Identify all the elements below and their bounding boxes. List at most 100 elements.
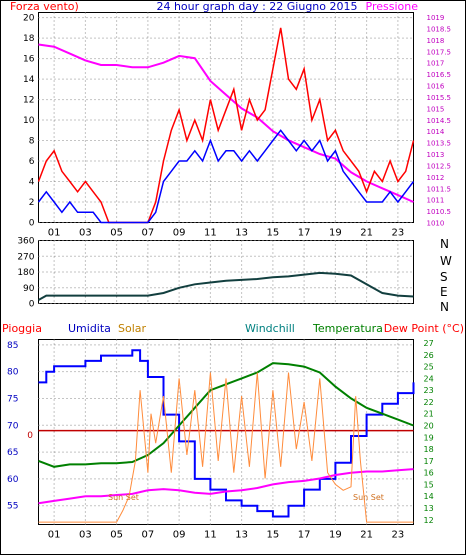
chart3-xtick-label: 09	[173, 530, 186, 541]
chart1-xtick-label: 23	[392, 228, 405, 239]
chart1-ytick-right: 1016.5	[427, 71, 452, 79]
chart3-xtick-label: 17	[298, 530, 311, 541]
chart1-xtick-label: 01	[48, 228, 61, 239]
legend-umidita: Umidita	[68, 322, 111, 335]
chart2-ytick: 270	[17, 252, 34, 262]
chart1-ytick-right: 1014	[427, 128, 445, 136]
chart3-ytick-right: 12	[424, 516, 434, 525]
chart1-ytick-right: 1015	[427, 105, 445, 113]
chart3-ytick-left: 75	[7, 394, 18, 404]
chart3-xtick-label: 19	[329, 530, 342, 541]
chart3-plot-frame	[38, 339, 414, 525]
chart3-xtick-label: 05	[110, 530, 123, 541]
chart3-ytick-right: 18	[424, 445, 434, 454]
chart3-xtick-label: 13	[235, 530, 248, 541]
compass-w: W	[440, 254, 452, 268]
chart3-ytick-left: 55	[7, 502, 18, 512]
chart1-ytick-right: 1011	[427, 197, 445, 205]
chart3-ytick-left: 85	[7, 341, 18, 351]
chart1-ytick-right: 1012	[427, 174, 445, 182]
chart1-xtick-label: 15	[267, 228, 280, 239]
chart1-ytick-left: 0	[29, 219, 35, 229]
chart2-ytick: 0	[29, 300, 35, 310]
compass-e: E	[440, 285, 448, 299]
chart1-ytick-right: 1011.5	[427, 185, 452, 193]
chart2-direction-line	[38, 271, 414, 301]
chart1-ytick-right: 1019	[427, 14, 445, 22]
chart3-ytick-right: 13	[424, 504, 434, 513]
compass-n-bottom: N	[440, 300, 449, 314]
chart1-ytick-right: 1015.5	[427, 94, 452, 102]
chart3-xtick-label: 03	[79, 530, 92, 541]
chart3-ytick-right: 19	[424, 433, 434, 442]
chart1-xtick-label: 19	[329, 228, 342, 239]
chart1-xtick-label: 09	[173, 228, 186, 239]
chart3-humidity-line	[38, 349, 415, 518]
chart1-ytick-left: 16	[23, 55, 35, 65]
chart1-right-label: Pressione	[366, 0, 419, 13]
chart3-ytick-right: 21	[424, 410, 434, 419]
chart1-ytick-right: 1010.5	[427, 208, 452, 216]
chart3-ytick-right: 14	[424, 492, 434, 501]
chart1-ytick-left: 8	[29, 137, 35, 147]
chart1-left-label: Forza vento)	[10, 0, 79, 13]
chart3-ytick-right: 17	[424, 457, 434, 466]
chart3-dewpoint-line	[38, 468, 414, 505]
chart3-ytick-right: 15	[424, 480, 434, 489]
chart1-ytick-right: 1014.5	[427, 117, 452, 125]
chart2-ytick: 90	[23, 284, 35, 294]
chart3-xtick-label: 23	[392, 530, 405, 541]
chart3-ytick-right: 25	[424, 363, 434, 372]
legend-windchill: Windchill	[245, 322, 295, 335]
legend-solar: Solar	[118, 322, 147, 335]
chart3-ytick-left: 65	[7, 448, 18, 458]
chart3-xtick-label: 15	[267, 530, 280, 541]
sunset-annotation-left: Sun Set	[108, 493, 139, 502]
chart1-ytick-left: 6	[29, 157, 35, 167]
chart3-xtick-label: 21	[360, 530, 373, 541]
legend-dewpoint: Dew Point (°C)	[384, 322, 464, 335]
chart1-wind-line	[37, 129, 415, 224]
chart1-plot-frame	[38, 12, 414, 223]
chart2-ytick: 360	[17, 237, 34, 247]
chart1-ytick-left: 20	[23, 14, 35, 24]
chart3-ytick-right: 16	[424, 469, 434, 478]
chart3-ytick-right: 20	[424, 422, 434, 431]
compass-s: S	[440, 270, 448, 284]
chart1-ytick-right: 1013.5	[427, 140, 452, 148]
chart1-ytick-left: 2	[29, 198, 35, 208]
chart1-ytick-right: 1010	[427, 220, 445, 228]
chart1-ytick-right: 1016	[427, 83, 445, 91]
chart1-ytick-left: 12	[23, 96, 34, 106]
chart1-xtick-label: 13	[235, 228, 248, 239]
chart3-xtick-label: 11	[204, 530, 217, 541]
chart1-pressure-line	[38, 43, 414, 203]
chart1-ytick-left: 14	[23, 75, 35, 85]
chart1-xtick-label: 07	[142, 228, 155, 239]
rain-zero-label: 0	[27, 431, 33, 441]
chart3-ytick-right: 23	[424, 386, 434, 395]
chart1-xtick-label: 17	[298, 228, 311, 239]
chart1-xtick-label: 05	[110, 228, 123, 239]
chart1-ytick-left: 18	[23, 34, 35, 44]
chart1-xtick-label: 21	[360, 228, 373, 239]
chart1-ytick-right: 1018	[427, 37, 445, 45]
chart2-ytick: 180	[17, 268, 34, 278]
chart3-xtick-label: 01	[48, 530, 61, 541]
sunset-annotation-right: Sun Set	[353, 493, 384, 502]
chart3-ytick-left: 80	[7, 368, 19, 378]
chart3-ytick-left: 60	[7, 475, 19, 485]
chart1-gust-line	[37, 27, 415, 224]
chart3-ytick-right: 24	[424, 374, 434, 383]
chart3-solar-line	[38, 372, 414, 523]
chart1-ytick-left: 10	[23, 116, 35, 126]
compass-n-top: N	[440, 237, 449, 251]
chart1-ytick-right: 1012.5	[427, 162, 452, 170]
legend-temperatura: Temperatura	[312, 322, 383, 335]
chart1-ytick-right: 1018.5	[427, 25, 452, 33]
legend-pioggia: Pioggia	[2, 322, 42, 335]
chart3-ytick-right: 26	[424, 351, 434, 360]
chart3-ytick-left: 70	[7, 421, 19, 431]
chart1-title: 24 hour graph day : 22 Giugno 2015	[156, 0, 357, 13]
